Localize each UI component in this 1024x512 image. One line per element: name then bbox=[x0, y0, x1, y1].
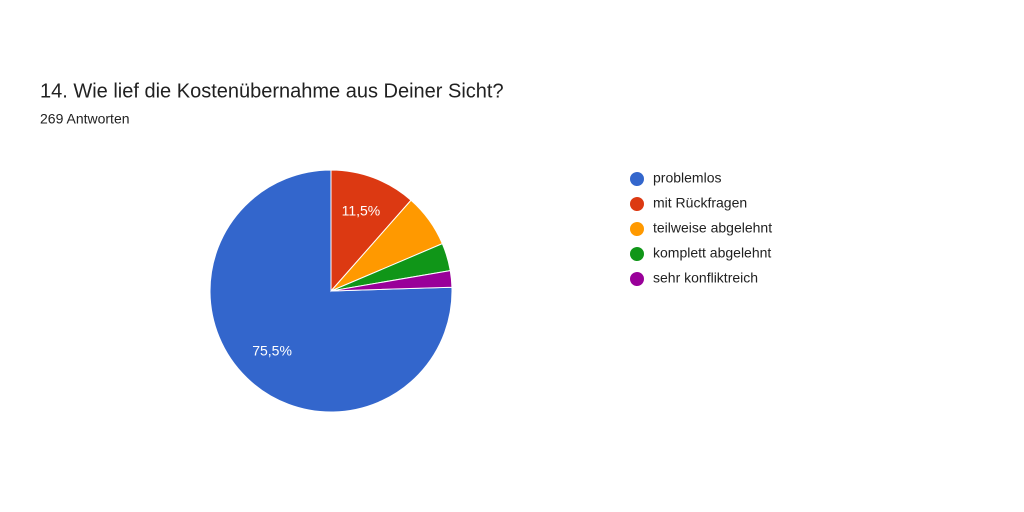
data-label: 11,5% bbox=[342, 202, 381, 218]
legend-swatch bbox=[630, 272, 644, 286]
legend-label: sehr konfliktreich bbox=[653, 270, 758, 286]
pie-slice bbox=[330, 169, 412, 293]
legend-label: komplett abgelehnt bbox=[653, 245, 771, 261]
pie-slice bbox=[330, 269, 453, 292]
legend-swatch bbox=[630, 222, 644, 236]
legend-label: teilweise abgelehnt bbox=[653, 220, 772, 236]
legend-swatch bbox=[630, 247, 644, 261]
legend-label: problemlos bbox=[653, 170, 721, 186]
legend-swatch bbox=[630, 197, 644, 211]
data-label: 75,5% bbox=[252, 343, 292, 359]
legend-label: mit Rückfragen bbox=[653, 195, 747, 211]
chart-subtitle: 269 Antworten bbox=[40, 111, 130, 127]
chart-title: 14. Wie lief die Kostenübernahme aus Dei… bbox=[40, 80, 504, 102]
legend-swatch bbox=[630, 172, 644, 186]
